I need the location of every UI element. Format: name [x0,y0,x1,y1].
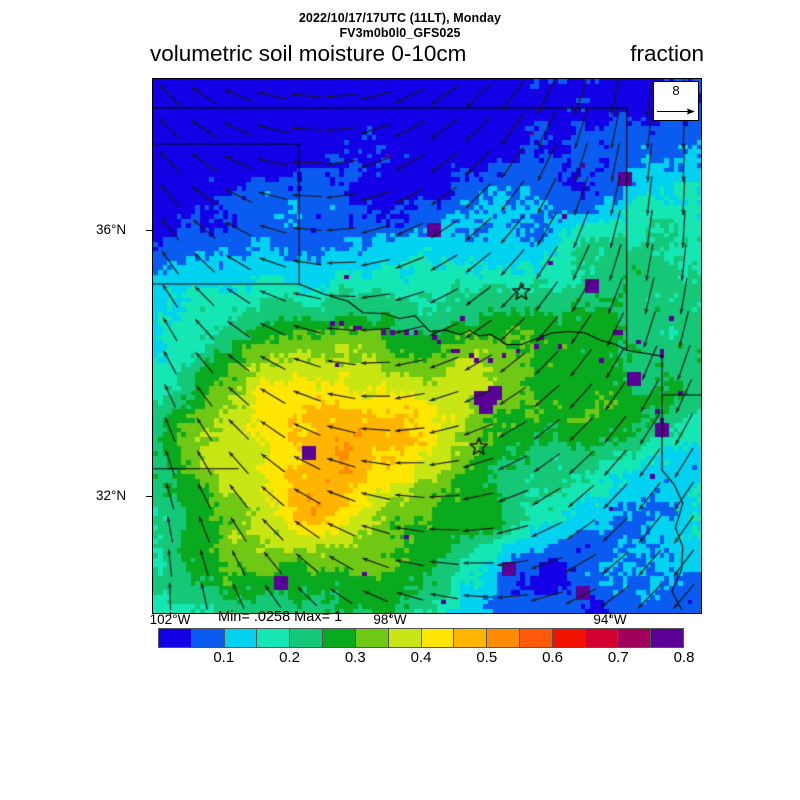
lat-tick [146,496,152,497]
vector-key-value: 8 [672,83,680,98]
colorbar-swatch-3 [257,629,291,647]
lon-tick [610,612,611,618]
colorbar-swatch-0 [159,629,192,647]
lat-label-32°N: 32°N [96,488,127,503]
colorbar-swatches [158,628,684,648]
min-max-annotation: Min= .0258 Max= 1 [218,609,343,625]
colorbar-tick-0.8: 0.8 [673,649,695,666]
colorbar-swatch-10 [487,629,520,647]
colorbar-tick-0.7: 0.7 [607,649,629,666]
colorbar-tick-0.2: 0.2 [279,649,300,666]
colorbar-swatch-14 [618,629,652,647]
colorbar-tick-labels: 0.1 0.2 0.3 0.4 0.5 0.6 0.7 0.8 [158,649,694,669]
colorbar-swatch-4 [290,629,324,647]
colorbar-swatch-12 [552,629,586,647]
colorbar-swatch-13 [585,629,619,647]
colorbar[interactable]: 0.1 0.2 0.3 0.4 0.5 0.6 0.7 0.8 [158,628,694,666]
colorbar-tick-0.5: 0.5 [476,649,498,666]
colorbar-tick-0.6: 0.6 [542,649,563,666]
colorbar-swatch-6 [355,629,389,647]
colorbar-swatch-5 [323,629,356,647]
colorbar-swatch-2 [224,629,258,647]
lon-tick [390,612,391,618]
page-title: volumetric soil moisture 0-10cm [150,41,467,66]
lon-tick [170,612,171,618]
colorbar-swatch-9 [454,629,488,647]
colorbar-swatch-8 [421,629,455,647]
colorbar-swatch-1 [191,629,225,647]
units-label: fraction [630,41,704,66]
lat-label-36°N: 36°N [96,222,127,237]
colorbar-swatch-11 [519,629,553,647]
vector-key-box: 8 [653,81,699,121]
colorbar-swatch-15 [651,629,683,647]
colorbar-tick-0.4: 0.4 [410,649,432,666]
lat-tick [146,230,152,231]
title-model: FV3m0b0l0_GFS025 [339,26,461,40]
wind-vector-overlay [153,79,701,613]
lon-label-102°W: 102°W [149,612,191,627]
lon-label-98°W: 98°W [373,612,407,627]
right-arrow-icon [657,108,695,115]
title-datetime: 2022/10/17/17UTC (11LT), Monday [298,11,502,25]
lon-label-94°W: 94°W [593,612,627,627]
colorbar-tick-0.3: 0.3 [344,649,366,666]
map-panel[interactable]: 8 [152,78,702,614]
colorbar-swatch-7 [388,629,422,647]
colorbar-tick-0.1: 0.1 [213,649,235,666]
